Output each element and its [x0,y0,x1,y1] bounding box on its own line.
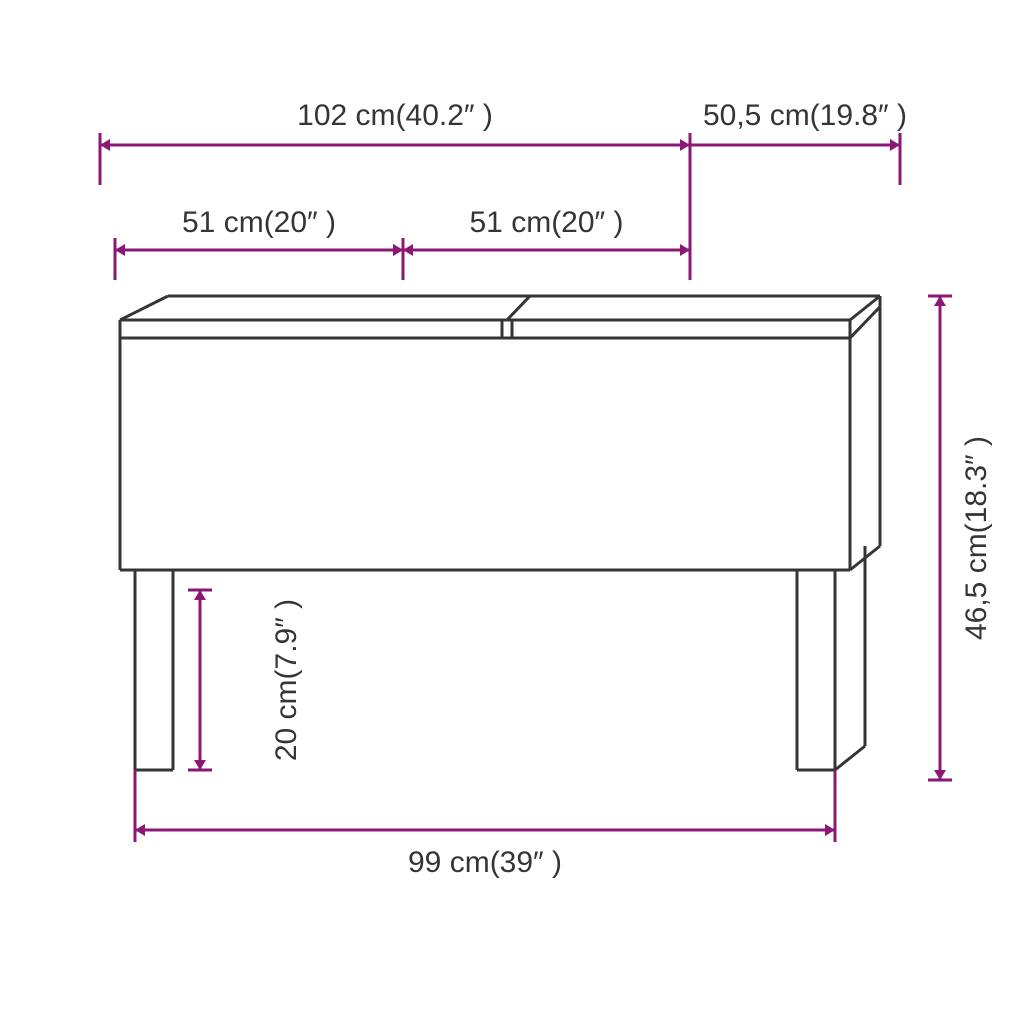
dimension-label: 46,5 cm(18.3″ ) [960,436,993,640]
dimension-label: 50,5 cm(19.8″ ) [703,99,907,132]
dimension-label: 102 cm(40.2″ ) [297,99,493,132]
dimension-label: 20 cm(7.9″ ) [270,599,303,761]
dimension-label: 51 cm(20″ ) [182,206,336,239]
dimension-label: 51 cm(20″ ) [470,206,624,239]
dimension-label: 99 cm(39″ ) [408,846,562,879]
